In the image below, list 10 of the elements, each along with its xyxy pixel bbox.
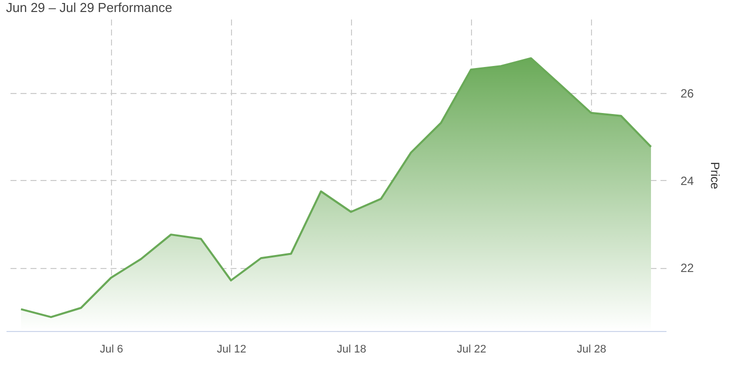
y-tick-label: 22 xyxy=(680,261,694,276)
chart-title: Jun 29 – Jul 29 Performance xyxy=(6,0,172,15)
x-tick-label: Jul 22 xyxy=(456,344,486,356)
x-tick-label: Jul 18 xyxy=(336,344,366,356)
x-tick-label: Jul 6 xyxy=(100,344,124,356)
y-axis-title: Price xyxy=(708,162,722,190)
x-tick-label: Jul 28 xyxy=(576,344,606,356)
y-tick-label: 24 xyxy=(680,174,694,188)
y-tick-label: 26 xyxy=(680,86,694,101)
x-tick-label: Jul 12 xyxy=(216,344,246,356)
